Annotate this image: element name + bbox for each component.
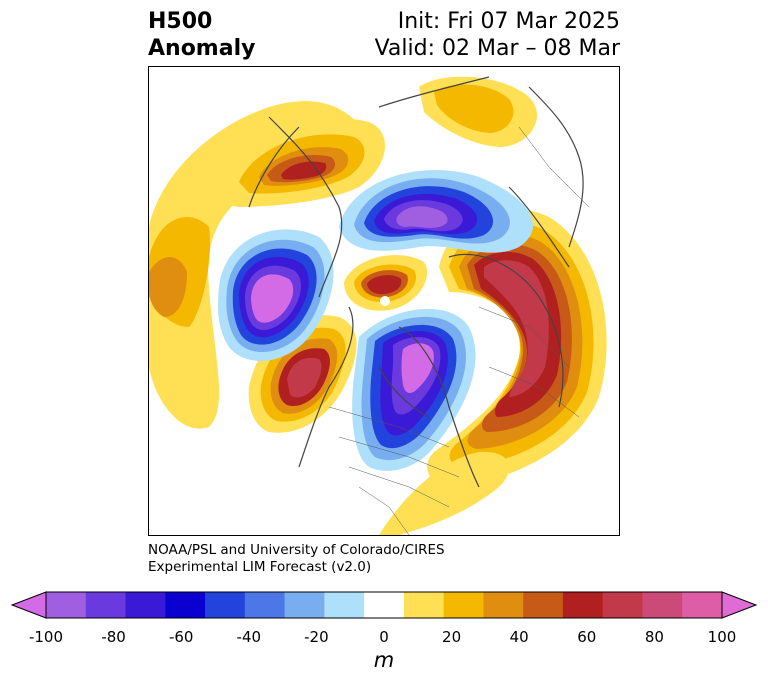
credit-line-2: Experimental LIM Forecast (v2.0) [148,559,372,575]
positive-anomaly-west-ring [149,101,369,429]
credit-line-1: NOAA/PSL and University of Colorado/CIRE… [148,542,445,558]
colorbar-swatch [125,592,166,618]
colorbar-swatch [642,592,683,618]
valid-range: Valid: 02 Mar – 08 Mar [374,36,620,61]
colorbar-tick-label: 20 [442,628,462,646]
colorbar-tick-label: -80 [101,628,126,646]
coastlines [248,76,584,488]
colorbar-swatch [46,592,87,618]
colorbar-ticks: -100 -80 -60 -40 -20 0 20 40 60 80 100 [0,628,768,648]
map-canvas [149,76,607,535]
colorbar-swatch [244,592,286,618]
pole-hole [380,296,390,306]
colorbar-tick-label: 100 [707,628,737,646]
colorbar-tick-label: -100 [28,628,64,646]
anomaly-map [148,66,620,536]
title-variable: H500 [148,9,213,34]
colorbar [10,591,758,619]
colorbar-swatch [602,592,643,618]
colorbar-tick-label: 40 [509,628,529,646]
colorbar-swatch [364,592,405,618]
positive-anomaly-atlantic [379,451,510,535]
colorbar-tick-label: -60 [168,628,194,646]
credit: NOAA/PSL and University of Colorado/CIRE… [148,542,445,576]
positive-anomaly-fields [149,76,607,535]
colorbar-extend-high [721,591,758,619]
colorbar-extend-low [10,591,47,619]
title-right: Init: Fri 07 Mar 2025 Valid: 02 Mar – 08… [375,8,620,62]
country-borders [328,126,590,535]
title-left: H500 Anomaly [148,8,255,62]
colorbar-frame [45,591,723,619]
colorbar-swatch [523,592,564,618]
colorbar-swatch [165,592,206,618]
init-date: Init: Fri 07 Mar 2025 [397,9,620,34]
colorbar-tick-label: 60 [577,628,597,646]
colorbar-swatch [284,592,325,618]
colorbar-swatch [562,592,604,618]
colorbar-swatch [443,592,484,618]
colorbar-tick-label: -20 [304,628,329,646]
title-type: Anomaly [148,36,256,61]
colorbar-tick-label: -40 [236,628,262,646]
colorbar-tick-label: 0 [379,628,389,646]
colorbar-swatch [403,592,445,618]
colorbar-unit-label: m [373,648,395,672]
colorbar-swatch [483,592,524,618]
colorbar-tick-label: 80 [644,628,664,646]
colorbar-swatch [682,592,723,618]
colorbar-swatch [205,592,246,618]
negative-anomaly-fields [218,170,534,471]
colorbar-swatch [85,592,127,618]
colorbar-swatch [324,592,365,618]
